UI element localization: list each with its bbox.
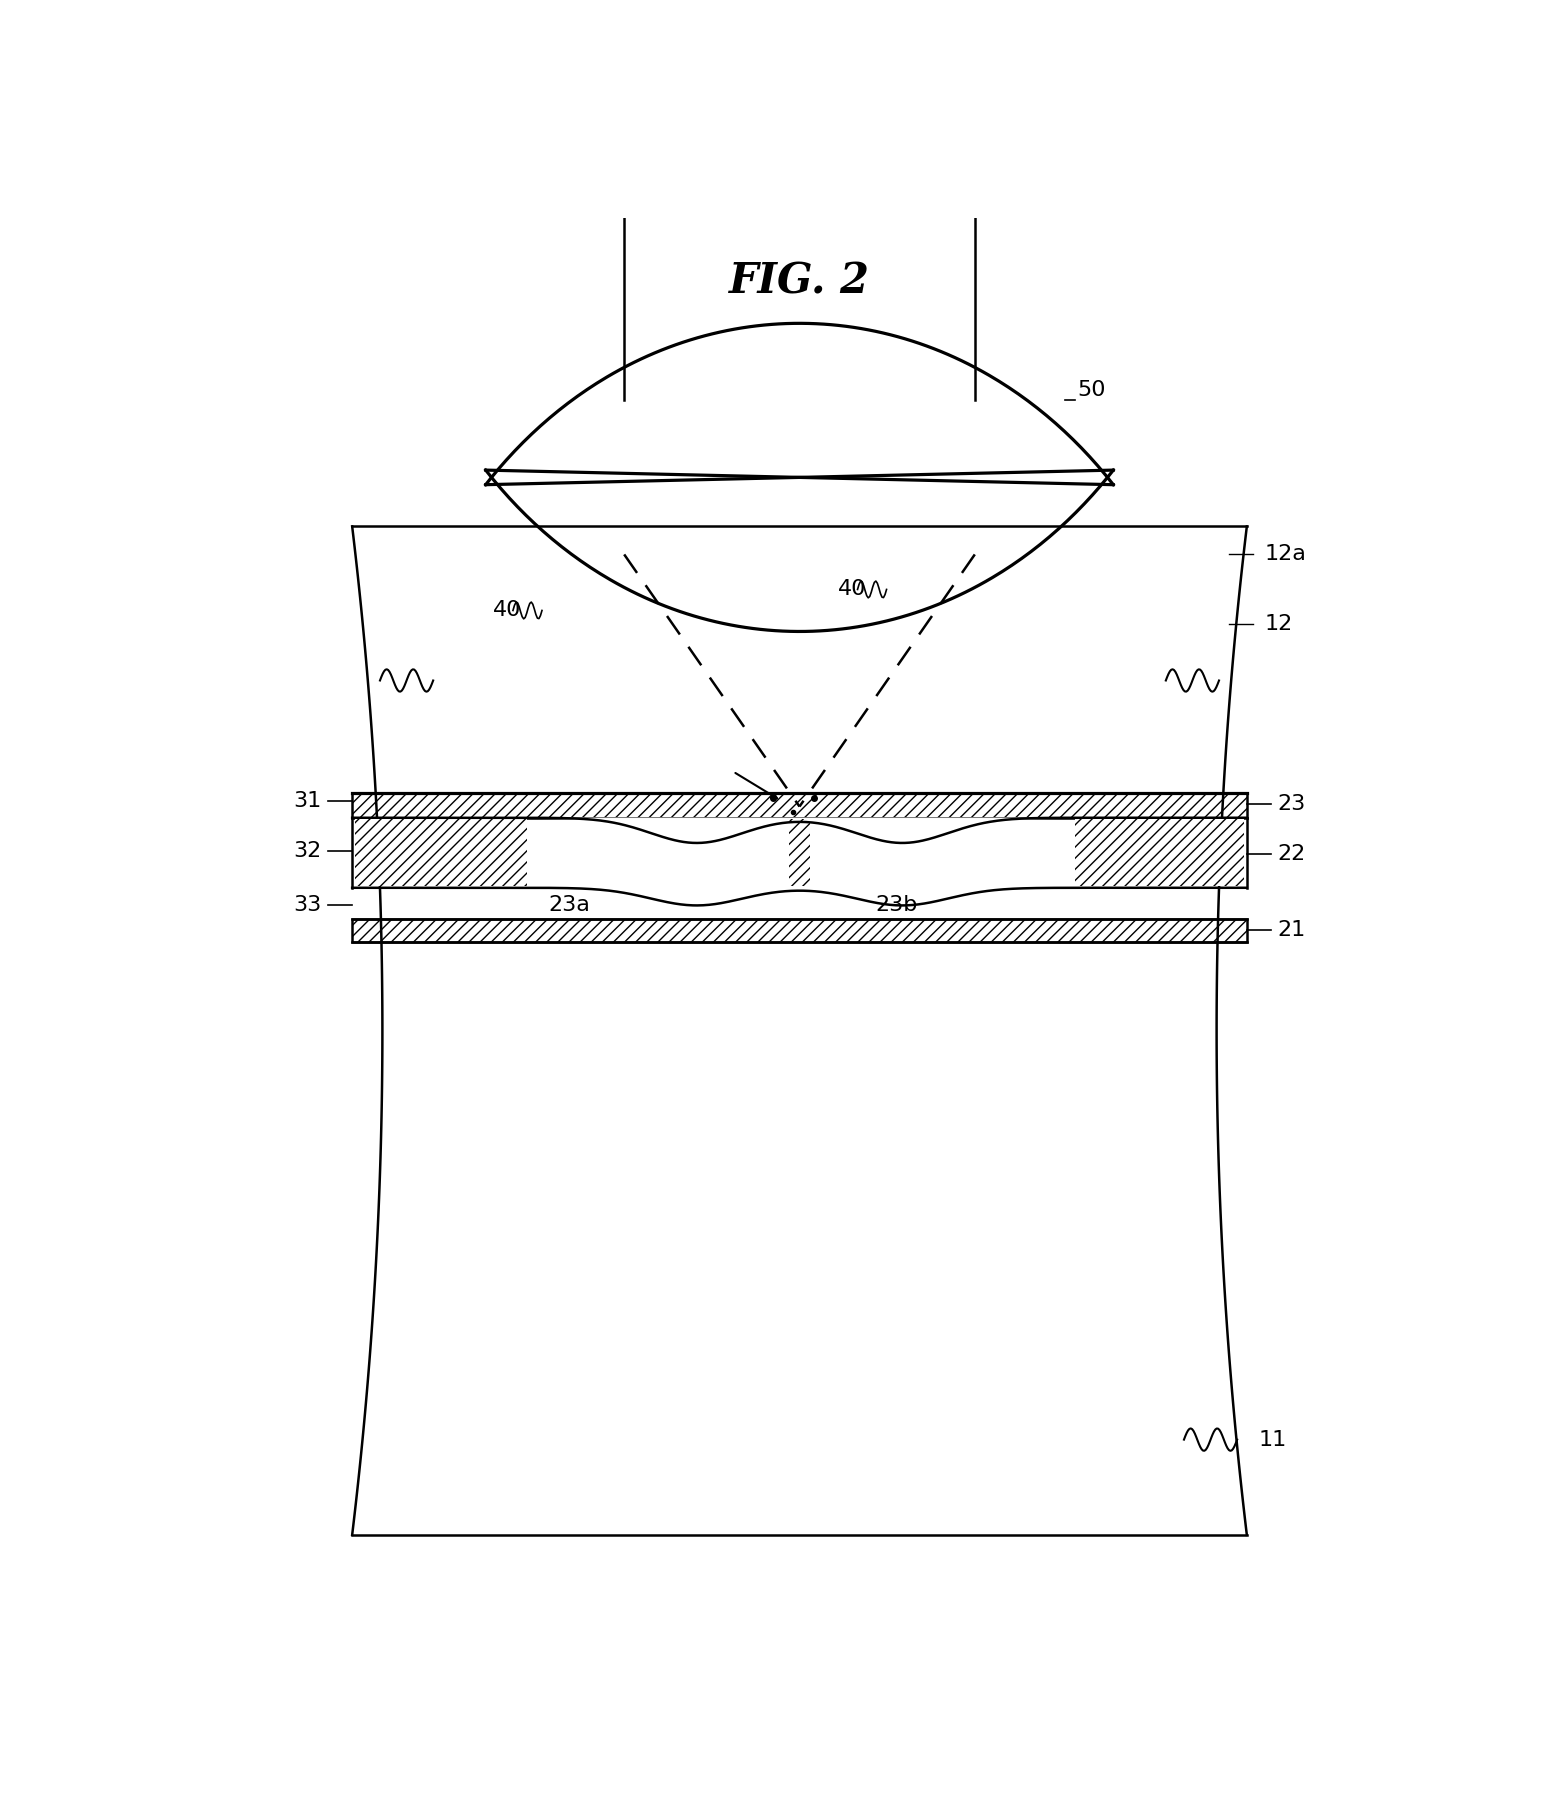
Bar — [353, 793, 1246, 819]
Text: 50: 50 — [1078, 380, 1106, 400]
Text: 32: 32 — [293, 842, 321, 862]
Text: 23: 23 — [1278, 793, 1306, 813]
Text: 21: 21 — [1278, 920, 1306, 940]
Text: 40: 40 — [493, 600, 521, 620]
Text: 22: 22 — [1278, 844, 1306, 864]
Text: 23a: 23a — [549, 895, 591, 915]
Bar — [353, 919, 1246, 942]
Text: 11: 11 — [1259, 1430, 1287, 1450]
Bar — [1075, 819, 1245, 886]
Bar — [353, 819, 1246, 888]
Text: 23b: 23b — [875, 895, 917, 915]
Text: FIG. 2: FIG. 2 — [729, 260, 870, 302]
Text: 33: 33 — [293, 895, 321, 915]
Text: 12a: 12a — [1265, 544, 1307, 564]
Bar — [789, 819, 810, 886]
Text: 12: 12 — [1265, 615, 1293, 635]
Text: 40: 40 — [838, 580, 866, 600]
Bar — [354, 819, 527, 886]
Text: 31: 31 — [293, 791, 321, 811]
